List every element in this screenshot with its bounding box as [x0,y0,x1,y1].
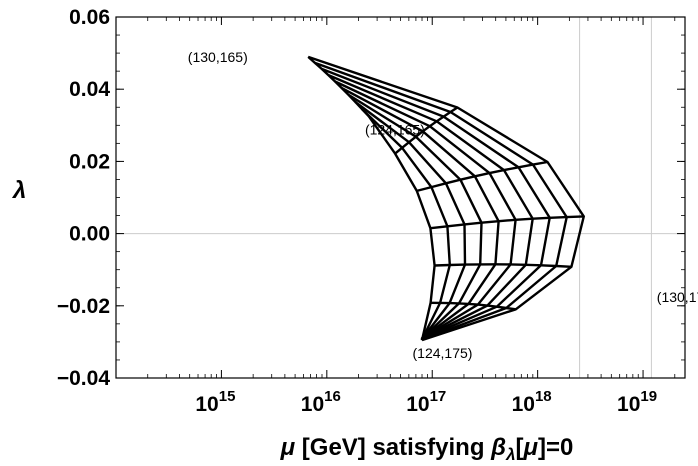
y-tick-label: −0.04 [57,367,110,390]
y-axis: 0.06 0.04 0.02 0.00 −0.02 −0.04 [57,6,685,390]
corner-annotation: (124,165) [365,121,425,137]
mesh-line-mh [394,106,459,155]
mesh-line-mh [430,301,516,311]
mesh-line-mh [416,160,548,193]
x-tick-label: 1015 [195,388,235,416]
x-tick-label: 1016 [301,388,341,416]
mesh-line-mh [430,215,584,230]
y-tick-label: 0.04 [69,78,110,101]
plot-frame [115,16,686,379]
x-tick-label: 1017 [406,388,446,416]
corner-annotation: (130,165) [188,49,248,65]
mesh-line-mh [434,263,572,268]
annotations: (130,165) (124,165) (124,175) (130,175) [188,49,698,361]
mesh-line-mt [307,55,585,342]
corner-annotation: (124,175) [413,345,473,361]
x-tick-label: 1018 [512,388,552,416]
data-mesh [307,55,585,342]
x-axis-title: μ [GeV] satisfying βλ[μ]=0 [280,434,574,464]
y-tick-label: 0.02 [69,150,110,173]
mesh-line-mt [321,67,551,341]
mesh-line-mh [307,56,370,118]
grid-lines [116,17,685,378]
y-tick-label: 0.06 [69,6,110,29]
mesh-line-mt [367,115,436,341]
corner-annotation: (130,175) [657,289,698,305]
plot-border [115,16,686,379]
x-axis: 1015 1016 1017 1018 1019 [147,17,676,416]
y-axis-title: λ [11,177,26,204]
mesh-line-mt [334,80,517,340]
x-tick-label: 1019 [617,388,657,416]
y-tick-label: −0.02 [57,295,110,318]
y-tick-label: 0.00 [69,223,110,246]
